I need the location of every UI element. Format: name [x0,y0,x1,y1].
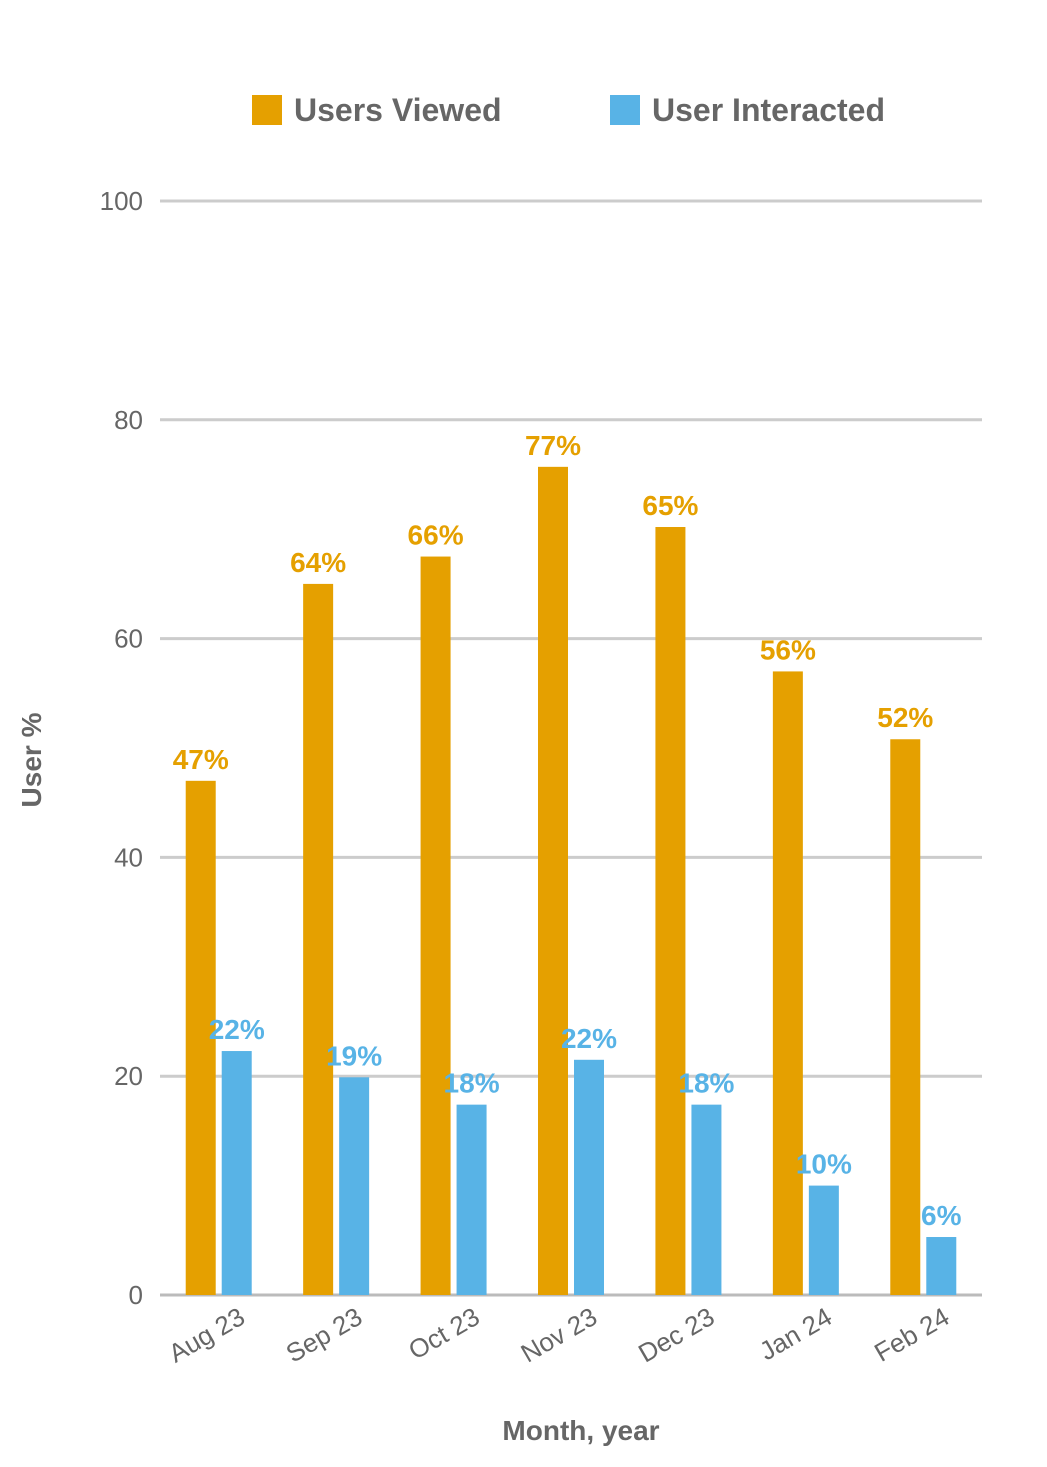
data-label: 77% [525,430,581,461]
bar-users-viewed [303,583,334,1295]
gridlines [160,199,982,1297]
bar-user-interacted [574,1059,604,1295]
y-axis-ticks: 0 20 40 60 80 100 [100,186,143,1310]
bar-users-viewed [420,556,451,1295]
data-label: 52% [877,702,933,733]
bar-user-interacted [339,1077,370,1295]
data-label: 56% [760,634,816,665]
y-tick-label: 40 [114,842,143,872]
bars [185,466,957,1295]
y-tick-label: 60 [114,624,143,654]
x-tick-label: Sep 23 [281,1301,367,1368]
x-tick-label: Dec 23 [633,1301,719,1368]
x-tick-label: Jan 24 [754,1301,837,1366]
data-label: 6% [921,1200,962,1231]
data-label: 10% [796,1149,852,1180]
data-label: 64% [290,547,346,578]
y-tick-label: 80 [114,405,143,435]
data-label: 47% [173,744,229,775]
bar-users-viewed [185,780,216,1295]
data-label: 66% [408,520,464,551]
bar-users-viewed [655,527,686,1295]
legend-label-users-viewed: Users Viewed [294,92,502,128]
data-label: 22% [209,1014,265,1045]
data-label: 22% [561,1023,617,1054]
bar-user-interacted [221,1051,252,1295]
bar-user-interacted [808,1185,839,1295]
x-tick-label: Nov 23 [516,1301,602,1368]
legend-label-user-interacted: User Interacted [652,92,885,128]
x-tick-label: Feb 24 [869,1301,954,1367]
data-label: 18% [678,1068,734,1099]
bar-users-viewed [772,671,803,1295]
y-tick-label: 20 [114,1061,143,1091]
bar-user-interacted [926,1237,957,1295]
x-tick-label: Oct 23 [403,1301,484,1365]
x-tick-label: Aug 23 [163,1301,249,1368]
legend: Users Viewed User Interacted [252,92,885,128]
bar-users-viewed [890,739,921,1295]
data-label: 18% [444,1068,500,1099]
data-label: 19% [326,1040,382,1071]
legend-swatch-user-interacted [610,95,640,125]
x-axis-title: Month, year [502,1415,659,1446]
data-labels: 47% 22% 64% 19% 66% 18% 77% 22% 65% 18% 56% 10% 52% 6… [173,430,962,1231]
y-tick-label: 100 [100,186,143,216]
y-tick-label: 0 [129,1280,143,1310]
data-label: 65% [642,490,698,521]
bar-user-interacted [691,1104,722,1295]
y-axis-title: User % [16,712,47,807]
bar-users-viewed [538,466,568,1295]
legend-swatch-users-viewed [252,95,282,125]
x-axis-categories: Aug 23 Sep 23 Oct 23 Nov 23 Dec 23 Jan 24 Feb … [163,1301,954,1368]
bar-user-interacted [456,1104,487,1295]
